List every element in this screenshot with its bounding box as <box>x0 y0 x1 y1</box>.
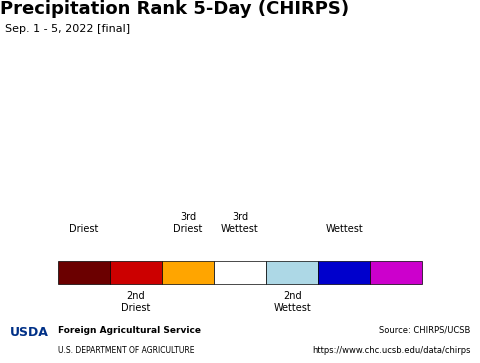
FancyBboxPatch shape <box>266 261 318 285</box>
Text: Foreign Agricultural Service: Foreign Agricultural Service <box>58 326 201 335</box>
Text: 3rd
Driest: 3rd Driest <box>173 212 203 234</box>
FancyBboxPatch shape <box>214 261 266 285</box>
Text: 3rd
Wettest: 3rd Wettest <box>221 212 259 234</box>
Text: Source: CHIRPS/UCSB: Source: CHIRPS/UCSB <box>379 326 470 335</box>
Text: U.S. DEPARTMENT OF AGRICULTURE: U.S. DEPARTMENT OF AGRICULTURE <box>58 346 194 355</box>
Text: Precipitation Rank 5-Day (CHIRPS): Precipitation Rank 5-Day (CHIRPS) <box>0 0 349 18</box>
Text: 2nd
Driest: 2nd Driest <box>121 291 150 313</box>
FancyBboxPatch shape <box>110 261 162 285</box>
FancyBboxPatch shape <box>162 261 214 285</box>
Text: https://www.chc.ucsb.edu/data/chirps: https://www.chc.ucsb.edu/data/chirps <box>312 346 470 355</box>
FancyBboxPatch shape <box>318 261 370 285</box>
Text: Wettest: Wettest <box>325 224 363 234</box>
Text: 2nd
Wettest: 2nd Wettest <box>273 291 311 313</box>
FancyBboxPatch shape <box>58 261 110 285</box>
Text: Driest: Driest <box>69 224 98 234</box>
Text: USDA: USDA <box>10 326 48 339</box>
FancyBboxPatch shape <box>370 261 422 285</box>
Text: Sep. 1 - 5, 2022 [final]: Sep. 1 - 5, 2022 [final] <box>5 24 130 34</box>
